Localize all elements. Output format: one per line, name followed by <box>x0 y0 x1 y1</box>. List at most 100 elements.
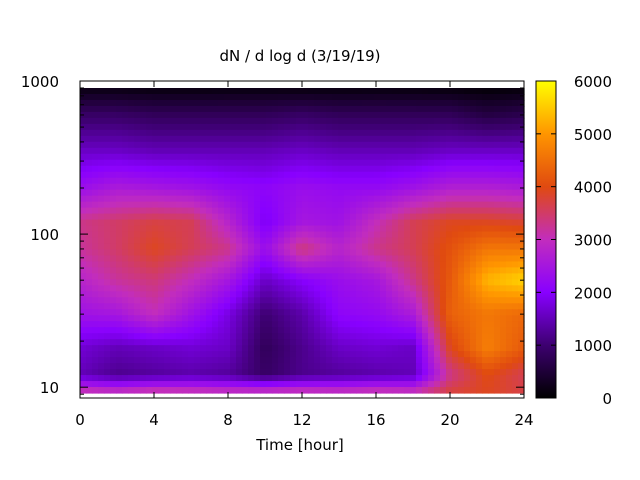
heatmap-cell <box>404 207 411 215</box>
heatmap-cell <box>320 135 327 143</box>
heatmap-cell <box>86 363 93 370</box>
heatmap-cell <box>326 279 333 286</box>
heatmap-cell <box>392 357 399 364</box>
heatmap-cell <box>218 225 225 233</box>
heatmap-cell <box>494 261 501 269</box>
heatmap-cell <box>284 315 291 322</box>
heatmap-cell <box>344 369 351 376</box>
heatmap-cell <box>308 129 315 137</box>
heatmap-cell <box>374 189 381 197</box>
heatmap-cell <box>398 195 405 203</box>
heatmap-cell <box>134 357 141 364</box>
heatmap-cell <box>80 171 87 179</box>
heatmap-cell <box>200 261 207 269</box>
heatmap-cell <box>362 261 369 269</box>
heatmap-cell <box>332 207 339 215</box>
heatmap-cell <box>458 363 465 370</box>
heatmap-cell <box>332 129 339 137</box>
heatmap-cell <box>428 297 435 304</box>
heatmap-cell <box>386 297 393 304</box>
heatmap-cell <box>302 315 309 322</box>
heatmap-cell <box>92 243 99 251</box>
heatmap-cell <box>164 267 171 274</box>
heatmap-cell <box>368 255 375 263</box>
heatmap-cell <box>260 165 267 173</box>
heatmap-cell <box>344 99 351 107</box>
heatmap-cell <box>254 159 261 167</box>
heatmap-cell <box>308 231 315 239</box>
heatmap-cell <box>446 309 453 316</box>
heatmap-cell <box>236 105 243 113</box>
heatmap-cell <box>326 135 333 143</box>
heatmap-cell <box>164 123 171 131</box>
heatmap-cell <box>194 183 201 191</box>
heatmap-cell <box>140 375 147 382</box>
heatmap-cell <box>404 123 411 131</box>
heatmap-cell <box>98 135 105 143</box>
heatmap-cell <box>188 231 195 239</box>
heatmap-cell <box>86 147 93 155</box>
heatmap-cell <box>422 309 429 316</box>
heatmap-cell <box>254 213 261 221</box>
heatmap-cell <box>206 261 213 269</box>
heatmap-cell <box>98 273 105 280</box>
heatmap-cell <box>272 135 279 143</box>
heatmap-cell <box>302 213 309 221</box>
heatmap-cell <box>320 117 327 125</box>
heatmap-cell <box>218 333 225 340</box>
heatmap-cell <box>224 267 231 274</box>
heatmap-cell <box>374 111 381 119</box>
heatmap-cell <box>230 123 237 131</box>
heatmap-cell <box>86 315 93 322</box>
heatmap-cell <box>248 387 255 394</box>
heatmap-cell <box>260 93 267 101</box>
heatmap-cell <box>290 363 297 370</box>
heatmap-cell <box>482 381 489 388</box>
heatmap-cell <box>170 363 177 370</box>
heatmap-cell <box>500 369 507 376</box>
heatmap-cell <box>236 327 243 334</box>
heatmap-cell <box>116 213 123 221</box>
heatmap-cell <box>458 111 465 119</box>
heatmap-cell <box>506 243 513 251</box>
heatmap-cell <box>320 111 327 119</box>
heatmap-cell <box>476 201 483 209</box>
heatmap-cell <box>152 243 159 251</box>
heatmap-cell <box>446 135 453 143</box>
heatmap-cell <box>86 243 93 251</box>
heatmap-cell <box>464 315 471 322</box>
heatmap-cell <box>386 231 393 239</box>
heatmap-cell <box>116 111 123 119</box>
heatmap-cell <box>290 231 297 239</box>
heatmap-cell <box>116 297 123 304</box>
heatmap-cell <box>440 99 447 107</box>
heatmap-cell <box>242 285 249 292</box>
heatmap-cell <box>284 93 291 101</box>
heatmap-cell <box>500 225 507 233</box>
heatmap-cell <box>86 381 93 388</box>
heatmap-cell <box>344 135 351 143</box>
heatmap-cell <box>416 207 423 215</box>
heatmap-cell <box>218 261 225 269</box>
heatmap-cell <box>296 339 303 346</box>
heatmap-cell <box>176 201 183 209</box>
heatmap-cell <box>278 315 285 322</box>
heatmap-cell <box>452 279 459 286</box>
heatmap-cell <box>332 339 339 346</box>
heatmap-cell <box>236 297 243 304</box>
heatmap-cell <box>296 129 303 137</box>
heatmap-cell <box>464 351 471 358</box>
heatmap-cell <box>104 267 111 274</box>
heatmap-cell <box>242 111 249 119</box>
heatmap-cell <box>176 135 183 143</box>
heatmap-cell <box>248 153 255 161</box>
heatmap-cell <box>434 159 441 167</box>
heatmap-cell <box>422 99 429 107</box>
heatmap-cell <box>194 159 201 167</box>
heatmap-cell <box>380 225 387 233</box>
heatmap-cell <box>326 303 333 310</box>
heatmap-cell <box>290 88 297 95</box>
heatmap-cell <box>464 249 471 257</box>
heatmap-cell <box>434 231 441 239</box>
